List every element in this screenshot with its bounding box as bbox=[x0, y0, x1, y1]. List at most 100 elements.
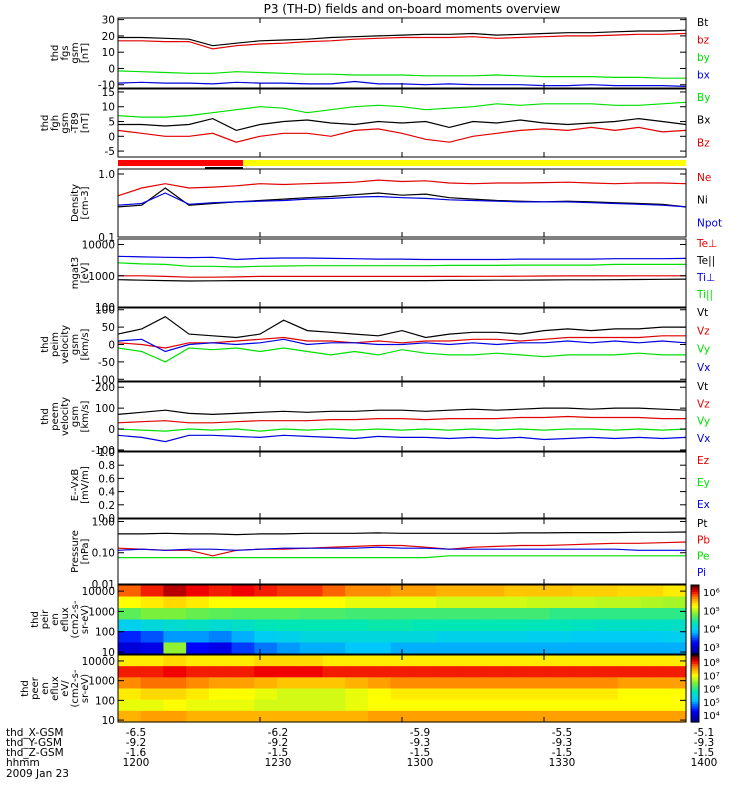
heatmap-cell bbox=[367, 596, 392, 609]
heatmap-cell bbox=[526, 642, 551, 655]
heatmap-cell bbox=[254, 655, 278, 667]
heatmap-cell bbox=[277, 677, 301, 690]
heatmap-cell bbox=[367, 655, 392, 667]
colorbar-tick-label: 10³ bbox=[703, 643, 720, 654]
panel-9: 10⁶ 10⁵ 10⁴ 10³ 10000 1000 100 10 thdpeireneflux… bbox=[30, 584, 720, 659]
colorbar-step bbox=[691, 603, 699, 607]
heatmap-cell bbox=[231, 596, 255, 609]
heatmap-cell bbox=[322, 677, 346, 690]
heatmap-cell bbox=[231, 655, 255, 667]
panel-frame bbox=[117, 451, 687, 519]
heatmap-cell bbox=[413, 677, 437, 690]
heatmap-cell bbox=[345, 710, 369, 723]
heatmap-cell bbox=[118, 666, 142, 678]
y-axis-label-line: velocity bbox=[60, 397, 71, 436]
heatmap-cell bbox=[436, 677, 460, 690]
y-axis-label-line: [mV/m] bbox=[80, 466, 91, 504]
heatmap-cell bbox=[663, 585, 687, 598]
heatmap-cell bbox=[436, 655, 460, 667]
heatmap-cell bbox=[254, 699, 278, 712]
y-axis-label-line: (cm2-s- bbox=[70, 600, 81, 638]
colorbar-step bbox=[691, 608, 699, 611]
heatmap-cell bbox=[345, 666, 369, 678]
heatmap-cell bbox=[140, 596, 165, 609]
heatmap-cell bbox=[640, 688, 664, 701]
heatmap-cell bbox=[322, 631, 346, 644]
heatmap-cell bbox=[186, 655, 210, 667]
heatmap-cell bbox=[140, 619, 165, 632]
legend-label: Vx bbox=[697, 362, 710, 374]
y-axis-label-line: fgs bbox=[60, 45, 71, 60]
heatmap-cell bbox=[140, 710, 165, 723]
colorbar-step bbox=[691, 663, 699, 667]
heatmap-cell bbox=[617, 688, 642, 701]
heatmap-cell bbox=[367, 710, 392, 723]
heatmap-cell bbox=[367, 619, 392, 632]
colorbar-frame bbox=[690, 584, 700, 655]
heatmap-cell bbox=[140, 585, 165, 598]
heatmap-cell bbox=[118, 688, 142, 701]
panel-6: 2001000-100thdpeemvelocitygsm[km/s]VtVzV… bbox=[40, 381, 710, 457]
series-line bbox=[117, 434, 687, 443]
panel-frame bbox=[117, 381, 687, 452]
heatmap-cell bbox=[481, 666, 505, 678]
heatmap-cell bbox=[322, 699, 346, 712]
heatmap-cell bbox=[186, 642, 210, 655]
colorbar-step bbox=[691, 688, 699, 692]
heatmap-cell bbox=[277, 619, 301, 632]
y-tick-label: 1.00 bbox=[92, 516, 115, 528]
heatmap-cell bbox=[345, 699, 369, 712]
heatmap-cell bbox=[390, 642, 414, 655]
legend-label: Bt bbox=[697, 17, 708, 29]
mode-bar-marker bbox=[205, 167, 243, 169]
heatmap-cell bbox=[163, 666, 187, 678]
legend-label: Vx bbox=[697, 433, 710, 445]
heatmap-cell bbox=[299, 585, 324, 598]
heatmap-cell bbox=[277, 596, 301, 609]
y-tick-label: 1000 bbox=[88, 676, 115, 688]
heatmap-cell bbox=[208, 688, 233, 701]
heatmap-cell bbox=[118, 710, 142, 723]
ephemeris-value: -9.3 bbox=[552, 737, 573, 749]
heatmap-cell bbox=[436, 642, 460, 655]
heatmap-cell bbox=[617, 619, 642, 632]
heatmap-cell bbox=[640, 585, 664, 598]
heatmap-cell bbox=[481, 642, 505, 655]
y-axis-label: thdpeerenefluxeV/(cm2-s-sr-eV) bbox=[20, 669, 91, 707]
heatmap-cell bbox=[299, 666, 324, 678]
y-tick-label: -100 bbox=[91, 374, 115, 386]
y-axis-label: thdpeireneflux(cm2-s-sr-eV) bbox=[30, 600, 91, 638]
colorbar-step bbox=[691, 701, 699, 705]
y-axis-label-line: mgat3 bbox=[70, 257, 81, 290]
heatmap-cell bbox=[299, 631, 324, 644]
legend-label: Vt bbox=[697, 381, 708, 393]
y-tick-label: 10 bbox=[102, 647, 115, 659]
heatmap-cell bbox=[595, 631, 619, 644]
y-axis-label-line: peer bbox=[30, 676, 41, 700]
y-axis-label-line: en bbox=[50, 613, 61, 626]
heatmap-cell bbox=[526, 655, 551, 667]
heatmap-cell bbox=[436, 596, 460, 609]
y-tick-label: 1000 bbox=[88, 606, 115, 618]
y-axis-label-line: velocity bbox=[60, 325, 71, 364]
heatmap-cell bbox=[458, 631, 483, 644]
heatmap-cell bbox=[118, 677, 142, 690]
heatmap-cell bbox=[526, 596, 551, 609]
y-tick-label: 30 bbox=[102, 15, 115, 27]
plot-title: P3 (TH-D) fields and on-board moments ov… bbox=[264, 2, 561, 16]
y-axis-label-line: [nT] bbox=[80, 43, 91, 63]
colorbar-step bbox=[691, 617, 699, 621]
y-tick-label: 0 bbox=[108, 424, 115, 436]
y-axis-label: thdfgsgsm[nT] bbox=[50, 42, 91, 63]
heatmap-cell bbox=[322, 666, 346, 678]
legend-label: Pb bbox=[697, 534, 710, 546]
heatmap-cell bbox=[504, 619, 528, 632]
heatmap-cell bbox=[413, 688, 437, 701]
y-axis-label-line: gsm bbox=[70, 406, 81, 427]
heatmap-cell bbox=[163, 631, 187, 644]
colorbar-step bbox=[691, 585, 699, 588]
heatmap-cell bbox=[186, 631, 210, 644]
legend-label: Ni bbox=[697, 195, 708, 207]
heatmap-cell bbox=[277, 655, 301, 667]
